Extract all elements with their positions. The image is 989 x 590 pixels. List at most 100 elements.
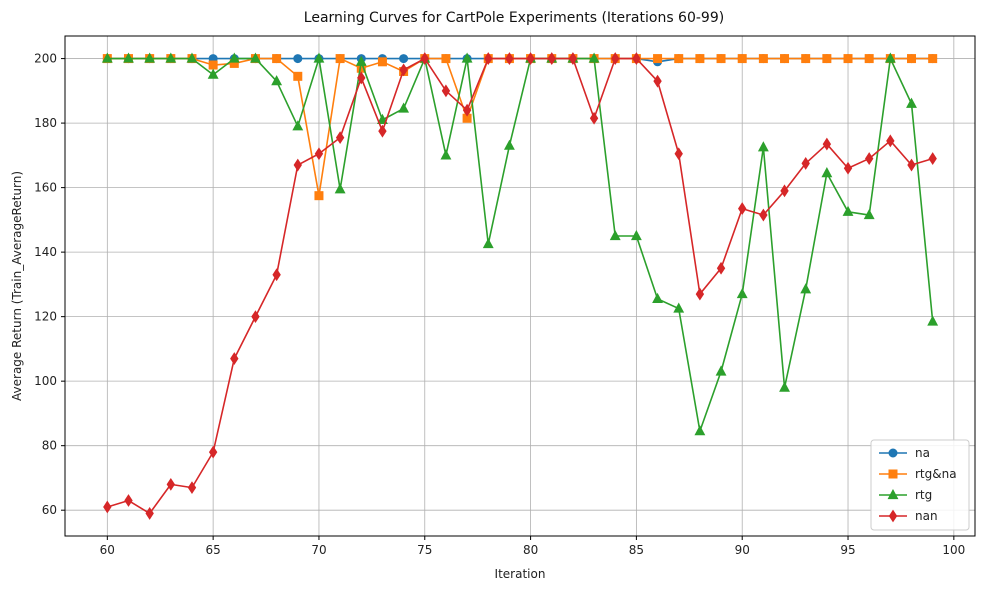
data-point-rtg — [482, 238, 494, 249]
series-line-nan — [107, 57, 933, 515]
x-tick-label: 60 — [100, 543, 115, 557]
data-point-nan — [632, 52, 641, 65]
data-point-nan — [314, 147, 324, 161]
data-point-nan — [399, 63, 408, 77]
legend-marker-rtg&na — [888, 469, 898, 479]
data-point-nan — [441, 84, 451, 98]
data-point-rtg — [398, 102, 410, 113]
data-point-nan — [526, 52, 535, 65]
data-point-na — [293, 54, 303, 64]
y-tick-label: 100 — [34, 374, 57, 388]
data-point-rtg&na — [907, 54, 917, 64]
data-point-nan — [759, 208, 768, 222]
data-point-rtg — [440, 149, 452, 160]
data-point-nan — [187, 481, 197, 495]
data-point-rtg — [334, 183, 346, 194]
data-point-rtg — [821, 167, 833, 178]
y-axis-label: Average Return (Train_AverageReturn) — [10, 171, 24, 401]
data-point-nan — [484, 52, 493, 65]
data-point-rtg&na — [822, 54, 832, 64]
data-point-nan — [653, 74, 662, 88]
data-point-rtg&na — [843, 54, 853, 64]
plot-frame — [64, 35, 976, 537]
data-point-rtg&na — [716, 54, 726, 64]
data-point-nan — [886, 134, 895, 148]
axis-ticks: 60 65 70 75 80 85 90 95 100 60 80 100 120 140 160 180 20… — [34, 52, 965, 557]
data-point-rtg — [101, 52, 113, 63]
x-tick-label: 65 — [205, 543, 220, 557]
data-point-nan — [378, 124, 387, 138]
legend-label-nan: nan — [915, 509, 938, 523]
y-tick-label: 200 — [34, 52, 57, 66]
y-tick-label: 120 — [34, 310, 57, 324]
data-point-nan — [335, 131, 345, 145]
data-point-rtg&na — [864, 54, 874, 64]
data-point-nan — [695, 287, 705, 301]
series-nan — [103, 52, 937, 520]
data-point-nan — [272, 268, 281, 282]
data-point-nan — [357, 71, 366, 85]
data-point-rtg — [779, 381, 790, 392]
data-point-nan — [124, 494, 133, 507]
data-point-nan — [251, 310, 260, 324]
legend-marker-rtg — [887, 488, 899, 500]
data-point-rtg — [207, 68, 219, 79]
data-point-nan — [230, 352, 239, 365]
data-point-nan — [864, 152, 874, 165]
data-point-rtg&na — [674, 54, 684, 64]
x-tick-label: 75 — [417, 543, 432, 557]
y-tick-label: 160 — [34, 181, 57, 195]
data-point-nan — [611, 52, 620, 65]
data-point-rtg — [800, 283, 812, 294]
data-point-rtg&na — [653, 54, 663, 64]
x-tick-label: 70 — [311, 543, 326, 557]
data-point-rtg — [144, 52, 156, 63]
legend-label-rtg: rtg — [915, 488, 932, 502]
data-point-nan — [547, 52, 556, 65]
data-point-rtg&na — [293, 71, 303, 81]
data-point-rtg — [271, 75, 283, 86]
data-point-rtg&na — [377, 57, 387, 67]
data-point-rtg&na — [208, 60, 218, 70]
data-point-rtg&na — [758, 54, 768, 64]
x-tick-label: 85 — [629, 543, 644, 557]
data-point-nan — [208, 445, 218, 459]
x-tick-label: 90 — [735, 543, 750, 557]
data-point-rtg — [503, 139, 515, 150]
data-point-nan — [166, 477, 176, 491]
legend-label-rtg&na: rtg&na — [915, 467, 957, 481]
x-axis-label: Iteration — [495, 567, 546, 581]
data-point-rtg — [165, 52, 177, 63]
legend: na rtg&na rtg nan — [870, 439, 970, 531]
data-point-rtg — [461, 52, 473, 63]
data-point-rtg — [842, 205, 854, 216]
data-point-rtg — [250, 52, 261, 63]
data-point-na — [399, 54, 409, 64]
data-point-nan — [716, 261, 726, 275]
y-tick-label: 60 — [42, 503, 57, 517]
data-point-rtg — [884, 52, 896, 63]
data-point-rtg — [355, 55, 367, 66]
data-point-nan — [568, 52, 578, 65]
data-point-rtg — [186, 52, 198, 63]
series-layer — [101, 52, 939, 520]
data-point-rtg&na — [737, 54, 747, 64]
data-point-nan — [780, 184, 789, 198]
data-point-rtg — [123, 52, 134, 63]
data-point-nan — [103, 500, 112, 514]
data-point-rtg — [630, 229, 642, 241]
data-point-nan — [420, 52, 429, 65]
data-point-rtg — [609, 229, 621, 241]
data-point-nan — [801, 157, 810, 170]
data-point-rtg — [228, 52, 240, 63]
data-point-rtg — [906, 97, 917, 108]
data-point-nan — [589, 111, 599, 125]
data-point-nan — [738, 202, 747, 215]
data-point-rtg — [863, 208, 875, 220]
data-point-rtg&na — [314, 191, 324, 201]
data-point-nan — [907, 158, 916, 172]
legend-label-na: na — [915, 446, 930, 460]
x-tick-label: 80 — [523, 543, 538, 557]
legend-box — [870, 439, 970, 531]
